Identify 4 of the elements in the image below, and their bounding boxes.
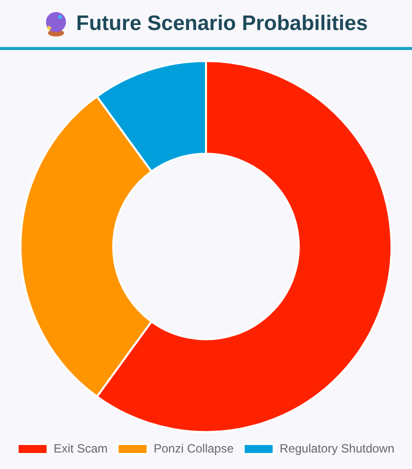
chart-title: Future Scenario Probabilities [76, 12, 368, 36]
legend-label: Exit Scam [54, 441, 108, 456]
legend-label: Ponzi Collapse [154, 441, 234, 456]
legend-label: Regulatory Shutdown [280, 441, 394, 456]
